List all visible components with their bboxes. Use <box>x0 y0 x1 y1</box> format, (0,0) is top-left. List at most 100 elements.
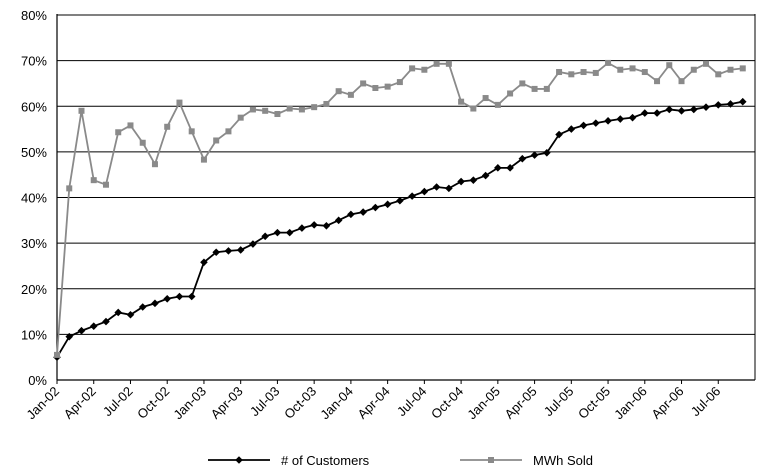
data-point-diamond <box>738 97 747 106</box>
data-point-square <box>592 69 599 76</box>
data-point-square <box>115 129 122 136</box>
data-point-square <box>678 78 685 85</box>
data-point-square <box>176 99 183 106</box>
data-point-diamond <box>187 292 196 301</box>
data-point-square <box>458 98 465 105</box>
data-point-diamond <box>77 326 86 335</box>
data-point-diamond <box>506 164 514 172</box>
data-point-diamond <box>138 303 147 311</box>
data-point-square <box>409 65 416 72</box>
data-point-square <box>421 66 428 73</box>
series-group <box>53 59 747 361</box>
data-point-diamond <box>322 221 331 230</box>
data-point-diamond <box>653 109 661 117</box>
data-point-square <box>347 91 354 98</box>
y-tick-label: 70% <box>21 54 47 69</box>
data-point-square <box>200 156 207 163</box>
data-point-diamond <box>457 177 465 186</box>
y-tick-label: 10% <box>21 327 47 342</box>
data-point-diamond <box>236 246 245 254</box>
data-point-square <box>298 106 305 113</box>
y-axis-tick-labels: 0% 10% 20% 30% 40% 50% 60% 70% 80% <box>21 8 47 388</box>
legend-item: MWh Sold <box>460 453 593 468</box>
y-tick-label: 40% <box>21 191 47 206</box>
data-point-diamond <box>432 183 441 191</box>
data-point-square <box>286 105 293 112</box>
data-point-square <box>249 106 256 113</box>
data-point-square <box>311 104 318 111</box>
data-point-square <box>739 65 746 72</box>
data-point-square <box>66 185 73 192</box>
data-point-diamond <box>518 154 527 163</box>
y-tick-label: 30% <box>21 236 47 251</box>
data-point-square <box>237 114 244 121</box>
data-point-square <box>372 85 379 91</box>
data-point-diamond <box>102 317 110 326</box>
data-point-diamond <box>579 121 588 130</box>
data-point-square <box>213 137 220 144</box>
legend-marker-diamond <box>235 456 243 464</box>
data-point-square <box>262 107 269 114</box>
data-point-diamond <box>714 101 723 109</box>
data-point-diamond <box>616 115 625 123</box>
data-point-square <box>396 79 403 86</box>
data-point-diamond <box>543 148 551 157</box>
data-point-diamond <box>383 200 392 209</box>
data-point-square <box>727 66 734 73</box>
data-point-square <box>78 107 85 114</box>
data-point-diamond <box>665 105 674 114</box>
data-point-diamond <box>702 103 710 111</box>
data-point-diamond <box>689 105 698 114</box>
data-point-diamond <box>347 210 355 219</box>
data-point-square <box>703 60 710 67</box>
y-tick-label: 60% <box>21 99 47 114</box>
y-tick-label: 80% <box>21 8 47 23</box>
data-point-square <box>507 90 514 97</box>
y-tick-label: 20% <box>21 282 47 297</box>
data-point-diamond <box>396 196 404 205</box>
data-point-square <box>617 66 624 73</box>
data-point-square <box>605 59 612 66</box>
data-point-diamond <box>212 248 220 257</box>
data-point-square <box>225 128 232 135</box>
data-point-square <box>360 80 367 87</box>
data-point-diamond <box>261 232 269 241</box>
data-point-diamond <box>640 109 649 117</box>
data-point-square <box>470 105 477 112</box>
data-point-square <box>641 69 648 76</box>
data-point-square <box>384 83 391 90</box>
data-point-diamond <box>371 203 380 212</box>
data-point-diamond <box>89 322 98 330</box>
legend-marker-square <box>488 457 494 463</box>
data-point-diamond <box>298 224 306 232</box>
series-mwh-sold <box>54 59 746 358</box>
data-point-diamond <box>604 117 612 125</box>
data-point-diamond <box>126 310 135 319</box>
data-point-square <box>90 177 97 184</box>
data-point-diamond <box>273 228 282 237</box>
data-point-diamond <box>494 164 502 172</box>
data-point-square <box>151 161 158 168</box>
series-customers <box>53 97 747 361</box>
data-point-diamond <box>249 240 257 248</box>
data-point-square <box>139 139 146 146</box>
data-point-diamond <box>285 228 294 237</box>
data-point-diamond <box>200 258 208 267</box>
data-point-square <box>433 60 440 67</box>
data-point-diamond <box>359 208 367 216</box>
data-point-square <box>323 100 330 107</box>
y-tick-label: 0% <box>28 373 47 388</box>
data-point-square <box>519 80 526 87</box>
data-point-square <box>543 85 550 92</box>
data-point-square <box>482 95 489 102</box>
data-point-diamond <box>530 151 539 159</box>
data-point-diamond <box>677 107 686 115</box>
data-point-diamond <box>151 299 159 308</box>
data-point-diamond <box>334 216 343 225</box>
data-point-square <box>580 69 587 76</box>
y-tick-label: 50% <box>21 145 47 160</box>
data-point-diamond <box>567 125 576 133</box>
data-point-square <box>164 123 171 130</box>
